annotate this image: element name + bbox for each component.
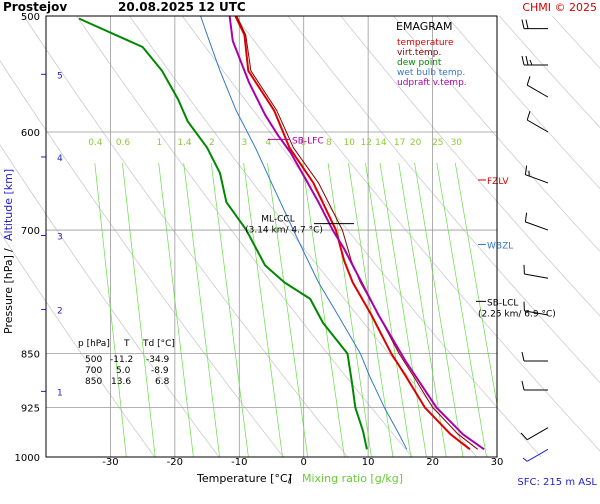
y-axis-label-separator: / [2, 248, 15, 252]
mixing-ratio-label-8: 8 [326, 138, 332, 148]
alt-tick-label-2: 2 [57, 306, 63, 316]
y-tick-label-850: 850 [21, 350, 40, 361]
legend-temperature: temperature [397, 38, 454, 48]
table-header-p: p [hPa] [78, 339, 110, 349]
mixing-ratio-label-1: 0.6 [116, 138, 131, 148]
table-row-700-t: 5.0 [116, 366, 131, 376]
sounding-datetime: 20.08.2025 12 UTC [118, 0, 246, 14]
alt-tick-label-3: 3 [57, 233, 63, 243]
mixing-ratio-label-0: 0.4 [88, 138, 103, 148]
mixing-ratio-label-5: 3 [242, 138, 248, 148]
y-tick-label-1000: 1000 [15, 453, 40, 464]
annotation-wbzl: WBZL [487, 241, 513, 251]
legend-updraft-vtemp: udpraft v.temp. [397, 78, 467, 88]
legend-dew-point: dew point [397, 58, 442, 68]
x-tick-label-10: 10 [362, 457, 375, 468]
legend-virtual-temperature: virt.temp. [397, 48, 441, 58]
levels-table: p [hPa] T Td [°C] 500 -11.2 -34.9 700 5.… [78, 339, 175, 387]
station-name: Prostejov [3, 0, 67, 14]
table-row-500-td: -34.9 [146, 355, 170, 365]
y-axis-label-altitude: Altitude [km] [2, 169, 15, 241]
alt-tick-label-4: 4 [57, 154, 63, 164]
mixing-ratio-label-14: 25 [432, 138, 443, 148]
annotation-fzlv: FZLV [487, 177, 509, 187]
y-tick-label-700: 700 [21, 226, 40, 237]
y-tick-label-600: 600 [21, 128, 40, 139]
table-row-500-t: -11.2 [110, 355, 133, 365]
surface-elevation: SFC: 215 m ASL [517, 477, 597, 488]
x-tick-label-20: 20 [426, 457, 439, 468]
annotation-ml-ccl: ML-CCL [261, 215, 294, 225]
mixing-ratio-label-11: 14 [375, 138, 387, 148]
x-axis-label-mixing: Mixing ratio [g/kg] [302, 472, 403, 485]
annotation-ml-ccl-detail: (3.14 km/ 4.7 °C) [245, 226, 323, 236]
chart-title: EMAGRAM [396, 20, 453, 33]
x-tick-label--10: -10 [231, 457, 247, 468]
annotation-sb-lfc: SB-LFC [292, 136, 324, 146]
table-row-850-p: 850 [85, 377, 102, 387]
mixing-ratio-label-12: 17 [394, 138, 405, 148]
table-row-850-td: 6.8 [155, 377, 170, 387]
x-tick-label-0: 0 [301, 457, 307, 468]
alt-tick-label-5: 5 [57, 71, 63, 81]
table-header-td: Td [°C] [142, 339, 175, 349]
x-tick-label--30: -30 [102, 457, 118, 468]
mixing-ratio-label-2: 1 [157, 138, 163, 148]
x-tick-label-30: 30 [491, 457, 504, 468]
legend-wet-bulb: wet bulb temp. [397, 68, 465, 78]
table-row-700-td: -8.9 [151, 366, 169, 376]
x-axis-label-temperature: Temperature [°C] [196, 472, 292, 485]
mixing-ratio-label-13: 20 [410, 138, 422, 148]
credit-text: CHMI © 2025 [522, 1, 597, 14]
mixing-ratio-label-3: 1.4 [177, 138, 192, 148]
mixing-ratio-label-10: 12 [361, 138, 372, 148]
y-tick-label-925: 925 [21, 403, 40, 414]
alt-tick-label-1: 1 [57, 388, 63, 398]
table-row-700-p: 700 [85, 366, 102, 376]
x-axis-label-separator: / [288, 472, 292, 485]
mixing-ratio-label-4: 2 [209, 138, 215, 148]
table-header-t: T [123, 339, 130, 349]
table-row-500-p: 500 [85, 355, 102, 365]
mixing-ratio-label-9: 10 [344, 138, 356, 148]
annotation-sb-lcl: SB-LCL [487, 298, 518, 308]
x-tick-label--20: -20 [167, 457, 183, 468]
mixing-ratio-label-15: 30 [451, 138, 463, 148]
y-axis-label-pressure: Pressure [hPa] [2, 255, 15, 334]
table-row-850-t: 13.6 [111, 377, 131, 387]
